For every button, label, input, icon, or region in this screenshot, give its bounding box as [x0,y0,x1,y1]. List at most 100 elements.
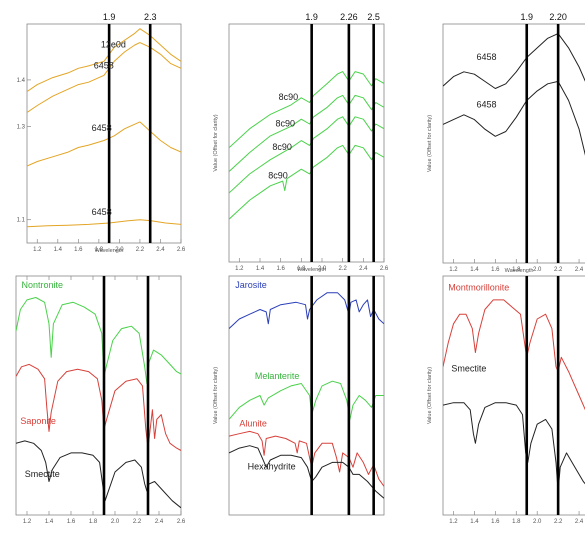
x-axis-label: Wavelength [95,248,124,254]
x-tick-label: 1.8 [512,267,521,273]
series-line-p3-3 [229,144,384,220]
x-axis-label: Wavelength [505,268,534,274]
x-tick-label: 1.4 [54,247,63,253]
curve-label: 6458 [92,207,112,217]
marker-label: 1.9 [520,12,533,22]
x-tick-label: 2.4 [575,519,584,525]
x-tick-label: 1.4 [470,267,479,273]
panel-p3: 1.2 1.4 1.6 1.8 2.0 2.2 2.4 2.6 Wavelength Value … [213,12,389,273]
x-tick-label: 1.4 [470,519,479,525]
curve-label: 6458 [92,123,112,133]
series-line-alunite [229,430,384,487]
series-line-p1-0 [27,28,181,93]
x-tick-label: 2.0 [533,267,542,273]
curve-label: 8c90 [268,171,288,181]
curve-label: Hexahydrite [248,462,296,472]
x-tick-label: 1.8 [89,519,98,525]
x-tick-label: 1.6 [276,266,285,272]
curve-label: 6458 [94,60,114,70]
x-tick-label: 1.6 [74,247,83,253]
panel-p2: 1.2 1.4 1.6 1.8 2.0 2.2 2.4 2.6 Nontronite Saponi… [15,275,186,525]
x-tick-label: 2.2 [133,519,142,525]
curve-label: Smectite [451,364,486,374]
marker-label: 2.5 [367,12,380,22]
y-tick-label: 1.4 [17,78,26,84]
x-tick-label: 2.4 [155,519,164,525]
marker-label: 1.9 [103,12,116,22]
curve-label: Saponite [20,416,56,426]
plot-frame [15,275,182,516]
x-tick-label: 2.2 [554,267,563,273]
x-tick-label: 1.6 [491,267,500,273]
x-tick-label: 2.0 [318,266,327,272]
x-tick-label: 2.0 [533,519,542,525]
marker-label: 2.3 [144,12,157,22]
series-line-saponite [16,363,181,451]
curve-label: Montmorillonite [448,282,509,292]
marker-label: 1.9 [305,12,318,22]
curve-label: Melanterite [255,371,300,381]
marker-label: 2.26 [340,12,358,22]
plot-frame [26,23,182,244]
x-tick-label: 1.8 [95,247,104,253]
x-tick-label: 2.4 [359,266,368,272]
series-line-p5-1 [443,80,585,156]
x-tick-label: 2.4 [156,247,165,253]
curve-label: Alunite [239,419,267,429]
series-line-nontronite [16,297,181,384]
series-line-p3-2 [229,116,384,194]
curve-label: 12e0d [101,39,126,49]
curve-label: Nontronite [22,280,64,290]
x-tick-label: 1.6 [491,519,500,525]
x-tick-label: 1.4 [45,519,54,525]
curve-label: 8c90 [272,142,292,152]
plot-frame [228,23,385,263]
curve-label: Jarosite [235,280,267,290]
curve-label: 6458 [476,100,496,110]
x-tick-label: 1.2 [235,266,244,272]
series-line-smectite [443,402,585,492]
y-axis-label: Value (Offset for clarity) [213,367,219,424]
series-line-hexahydrite [229,445,384,499]
y-axis-label: Value (Offset for clarity) [427,115,433,172]
x-tick-label: 2.4 [575,267,584,273]
x-tick-label: 2.2 [338,266,347,272]
panel-p6: 1.2 1.4 1.6 1.8 2.0 2.2 2.4 Value (Offset for c… [427,275,585,525]
curve-label: 8c90 [279,92,299,102]
x-tick-label: 1.4 [256,266,265,272]
x-tick-label: 1.2 [23,519,32,525]
x-tick-label: 1.8 [512,519,521,525]
y-tick-label: 1.1 [17,218,26,224]
x-tick-label: 2.6 [177,247,186,253]
series-line-melanterite [229,380,384,420]
x-tick-label: 1.2 [449,267,458,273]
x-tick-label: 2.0 [111,519,120,525]
panel-p1: 1.2 1.4 1.6 1.8 2.0 2.2 2.4 2.6 1.1 1.3 1.4 Wavelen… [17,12,186,254]
plot-frame [442,275,585,516]
curve-label: Smectite [25,469,60,479]
series-line-p1-1 [27,42,181,113]
x-tick-label: 1.2 [449,519,458,525]
y-axis-label: Value (Offset for clarity) [427,367,433,424]
series-line-jarosite [229,292,384,329]
series-line-montmorillonite [443,299,585,411]
panel-p5: 1.2 1.4 1.6 1.8 2.0 2.2 2.4 Wavelength Value (Of… [427,12,585,274]
x-tick-label: 2.6 [380,266,389,272]
curve-label: 8c90 [276,118,296,128]
panel-p4: Value (Offset for clarity) Jarosite Melant… [213,275,385,516]
marker-label: 2.20 [549,12,567,22]
series-line-p3-1 [229,94,384,172]
y-axis-label: Value (Offset for clarity) [213,114,219,171]
x-tick-label: 2.6 [177,519,186,525]
series-line-p3-0 [229,71,384,149]
series-line-p5-0 [443,33,585,89]
series-line-p1-2 [27,121,181,167]
x-tick-label: 1.2 [33,247,42,253]
x-tick-label: 2.2 [554,519,563,525]
x-axis-label: Wavelength [297,267,326,273]
x-tick-label: 2.0 [115,247,124,253]
plot-frame [442,23,585,264]
curve-label: 6458 [476,52,496,62]
y-tick-label: 1.3 [17,125,26,131]
